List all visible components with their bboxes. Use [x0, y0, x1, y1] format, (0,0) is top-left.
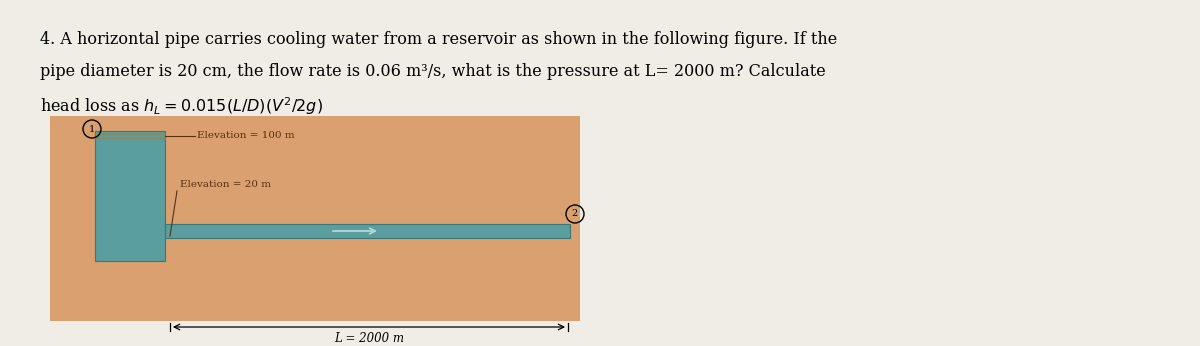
Bar: [166, 224, 570, 238]
Text: pipe diameter is 20 cm, the flow rate is 0.06 m³/s, what is the pressure at L= 2: pipe diameter is 20 cm, the flow rate is…: [40, 63, 826, 80]
Text: 2: 2: [572, 209, 578, 219]
Text: 4. A horizontal pipe carries cooling water from a reservoir as shown in the foll: 4. A horizontal pipe carries cooling wat…: [40, 31, 838, 48]
Text: Elevation = 100 m: Elevation = 100 m: [197, 131, 295, 140]
Text: head loss as $h_L = 0.015(L/D)(V^2/2g)$: head loss as $h_L = 0.015(L/D)(V^2/2g)$: [40, 95, 323, 117]
Text: L = 2000 m: L = 2000 m: [334, 332, 404, 345]
Text: Elevation = 20 m: Elevation = 20 m: [180, 180, 271, 189]
Bar: [95, 131, 166, 261]
Bar: [50, 116, 580, 321]
Text: 1: 1: [89, 125, 95, 134]
